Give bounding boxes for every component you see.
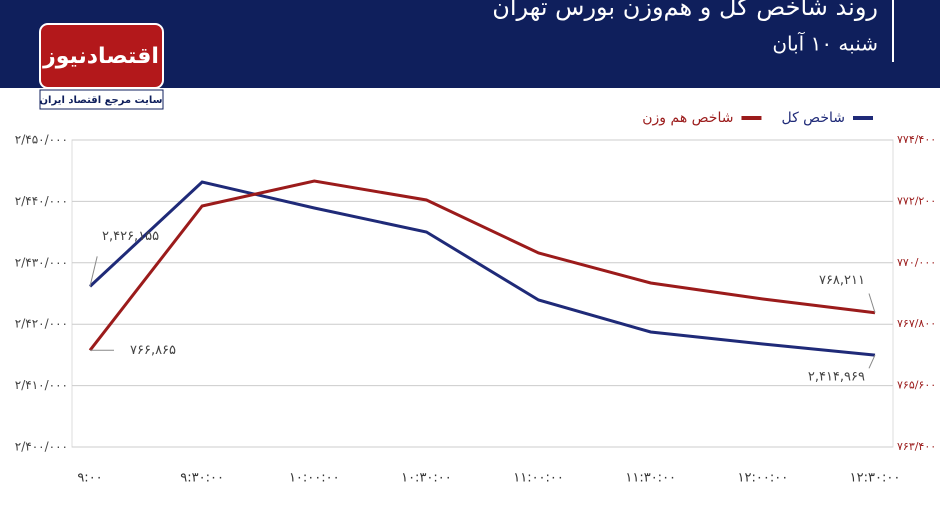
- x-tick-label: ۱۲:۰۰:۰۰: [738, 471, 789, 486]
- x-tick-label: ۱۰:۳۰:۰۰: [401, 471, 452, 486]
- y2-tick-label: ۷۶۷/۸۰۰: [897, 317, 936, 330]
- y2-tick-label: ۷۶۳/۴۰۰: [897, 440, 936, 453]
- data-label: ۷۶۶,۸۶۵: [130, 343, 176, 358]
- leader-line: [868, 293, 876, 313]
- y2-tick-label: ۷۷۰/۰۰۰: [897, 256, 936, 269]
- logo-box: [39, 23, 164, 89]
- x-tick-label: ۱۲:۳۰:۰۰: [850, 471, 901, 486]
- logo-tagline: سایت مرجع اقتصاد ایران: [40, 95, 163, 106]
- logo-name: اقتصادنیوز: [42, 44, 159, 69]
- plot-area: [71, 139, 894, 448]
- y-tick-label: ۲/۴۵۰/۰۰۰: [15, 133, 68, 147]
- y-tick-label: ۲/۴۳۰/۰۰۰: [15, 255, 68, 269]
- logo-tagline-box: [39, 89, 164, 110]
- leader-line: [868, 354, 876, 369]
- x-tick-label: ۱۰:۰۰:۰۰: [289, 471, 340, 486]
- data-label: ۲,۴۲۶,۱۵۵: [102, 229, 159, 244]
- series-line: [88, 180, 876, 357]
- legend-label: شاخص هم وزن: [642, 110, 733, 126]
- legend-label: شاخص کل: [781, 110, 845, 126]
- y-tick-label: ۲/۴۴۰/۰۰۰: [15, 194, 68, 208]
- x-tick-label: ۱۱:۰۰:۰۰: [513, 471, 564, 486]
- y2-tick-label: ۷۷۲/۲۰۰: [897, 194, 936, 207]
- chart-title: روند شاخص کل و هم‌وزن بورس تهران: [492, 0, 878, 21]
- x-tick-label: ۱۱:۳۰:۰۰: [625, 471, 676, 486]
- y2-tick-label: ۷۶۵/۶۰۰: [897, 379, 936, 392]
- series-line: [88, 179, 876, 352]
- data-label: ۲,۴۱۴,۹۶۹: [808, 370, 865, 385]
- chart-subtitle: شنبه ۱۰ آبان: [772, 31, 878, 56]
- y2-tick-label: ۷۷۴/۴۰۰: [897, 133, 936, 146]
- data-label: ۷۶۸,۲۱۱: [819, 273, 865, 288]
- x-tick-label: ۹:۳۰:۰۰: [180, 471, 224, 486]
- leader-line: [89, 256, 98, 287]
- y-tick-label: ۲/۴۱۰/۰۰۰: [15, 378, 68, 392]
- x-tick-label: ۹:۰۰: [77, 471, 102, 486]
- y-tick-label: ۲/۴۲۰/۰۰۰: [15, 317, 68, 331]
- y-tick-label: ۲/۴۰۰/۰۰۰: [15, 440, 68, 454]
